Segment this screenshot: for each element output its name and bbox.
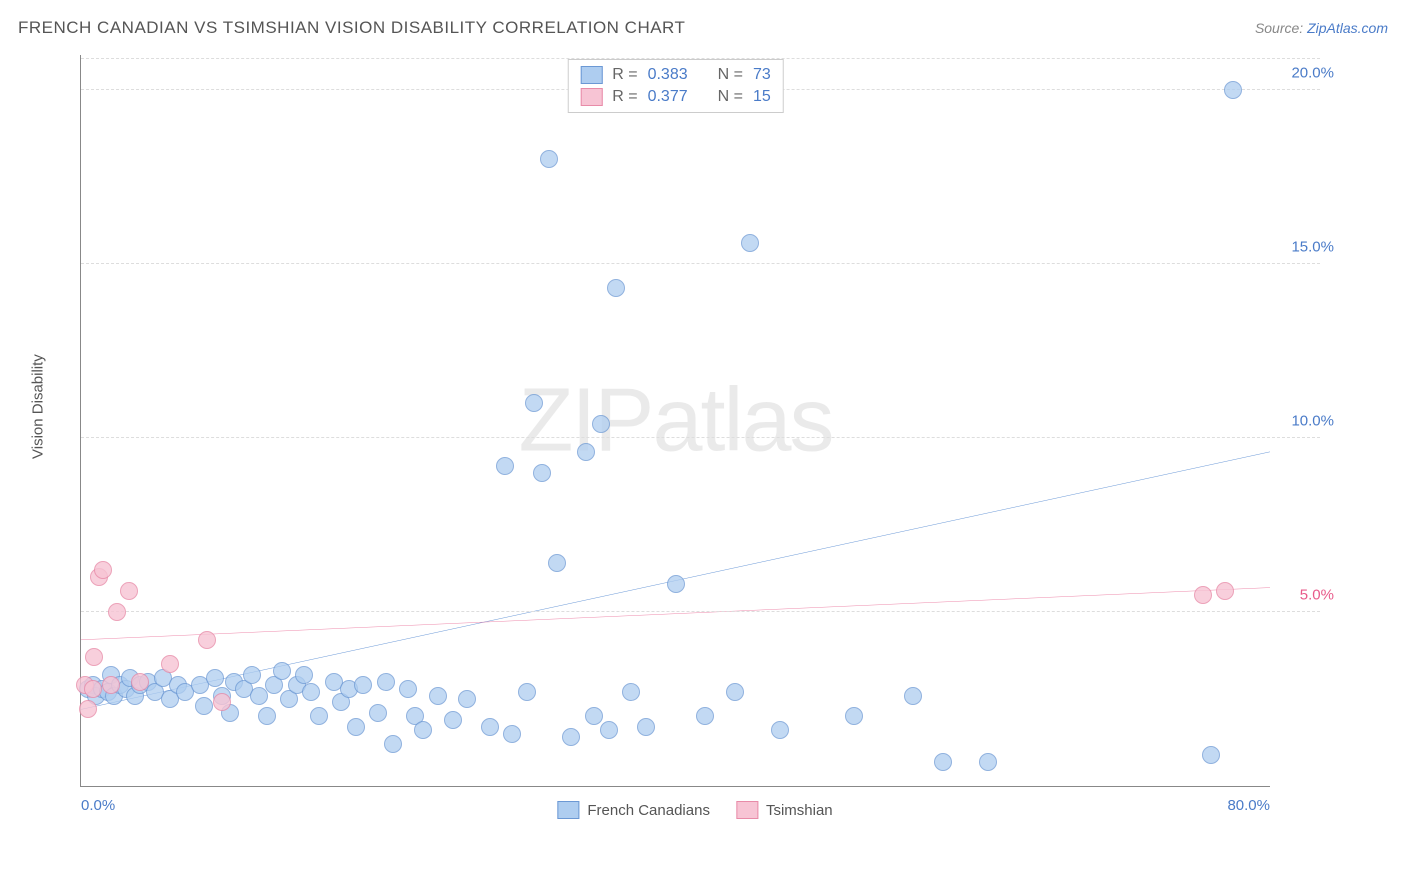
- data-point: [414, 721, 432, 739]
- data-point: [79, 700, 97, 718]
- source-prefix: Source:: [1255, 20, 1307, 36]
- y-tick-label: 15.0%: [1291, 238, 1334, 255]
- legend-row: R = 0.377 N = 15: [580, 86, 771, 108]
- data-point: [273, 662, 291, 680]
- data-point: [592, 415, 610, 433]
- data-point: [161, 655, 179, 673]
- data-point: [585, 707, 603, 725]
- legend-swatch: [580, 88, 602, 106]
- gridline: [81, 437, 1320, 438]
- data-point: [302, 683, 320, 701]
- data-point: [518, 683, 536, 701]
- data-point: [577, 443, 595, 461]
- r-label: R =: [612, 66, 637, 84]
- data-point: [108, 603, 126, 621]
- n-label: N =: [718, 88, 743, 106]
- data-point: [845, 707, 863, 725]
- data-point: [198, 631, 216, 649]
- n-value: 73: [753, 66, 771, 84]
- data-point: [496, 457, 514, 475]
- plot-region: ZIPatlas R =0.383N =73R =0.377N =15 5.0%…: [80, 55, 1270, 787]
- data-point: [540, 150, 558, 168]
- y-tick-label: 10.0%: [1291, 412, 1334, 429]
- legend-swatch: [580, 66, 602, 84]
- data-point: [310, 707, 328, 725]
- gridline: [81, 263, 1320, 264]
- data-point: [84, 680, 102, 698]
- data-point: [258, 707, 276, 725]
- data-point: [481, 718, 499, 736]
- data-point: [771, 721, 789, 739]
- y-tick-label: 5.0%: [1300, 586, 1334, 603]
- legend-swatch: [736, 801, 758, 819]
- data-point: [399, 680, 417, 698]
- series-legend-item: French Canadians: [557, 801, 710, 819]
- data-point: [525, 394, 543, 412]
- data-point: [904, 687, 922, 705]
- chart-title: FRENCH CANADIAN VS TSIMSHIAN VISION DISA…: [18, 18, 685, 38]
- data-point: [1224, 81, 1242, 99]
- data-point: [1194, 586, 1212, 604]
- data-point: [206, 669, 224, 687]
- chart-area: Vision Disability ZIPatlas R =0.383N =73…: [50, 55, 1340, 825]
- data-point: [213, 693, 231, 711]
- gridline: [81, 611, 1320, 612]
- data-point: [741, 234, 759, 252]
- data-point: [1216, 582, 1234, 600]
- data-point: [347, 718, 365, 736]
- data-point: [979, 753, 997, 771]
- r-value: 0.377: [648, 88, 688, 106]
- data-point: [354, 676, 372, 694]
- series-legend: French Canadians Tsimshian: [557, 801, 832, 819]
- data-point: [562, 728, 580, 746]
- r-label: R =: [612, 88, 637, 106]
- data-point: [726, 683, 744, 701]
- r-value: 0.383: [648, 66, 688, 84]
- data-point: [607, 279, 625, 297]
- series-label: Tsimshian: [766, 802, 833, 819]
- data-point: [637, 718, 655, 736]
- y-tick-label: 20.0%: [1291, 64, 1334, 81]
- data-point: [444, 711, 462, 729]
- data-point: [377, 673, 395, 691]
- data-point: [384, 735, 402, 753]
- series-label: French Canadians: [587, 802, 710, 819]
- y-axis-label: Vision Disability: [30, 354, 47, 459]
- data-point: [120, 582, 138, 600]
- legend-swatch: [557, 801, 579, 819]
- series-legend-item: Tsimshian: [736, 801, 833, 819]
- data-point: [548, 554, 566, 572]
- data-point: [131, 673, 149, 691]
- watermark-thin: atlas: [652, 370, 832, 470]
- data-point: [934, 753, 952, 771]
- data-point: [295, 666, 313, 684]
- correlation-legend: R = 0.383 N = 73 R = 0.377 N = 15: [567, 59, 784, 113]
- legend-row: R = 0.383 N = 73: [580, 64, 771, 86]
- watermark: ZIPatlas: [518, 369, 832, 472]
- data-point: [696, 707, 714, 725]
- data-point: [369, 704, 387, 722]
- data-point: [429, 687, 447, 705]
- n-label: N =: [718, 66, 743, 84]
- data-point: [458, 690, 476, 708]
- data-point: [85, 648, 103, 666]
- data-point: [667, 575, 685, 593]
- data-point: [243, 666, 261, 684]
- x-tick-label: 80.0%: [1227, 797, 1270, 814]
- data-point: [94, 561, 112, 579]
- chart-source: Source: ZipAtlas.com: [1255, 20, 1388, 36]
- x-tick-label: 0.0%: [81, 797, 115, 814]
- data-point: [102, 676, 120, 694]
- n-value: 15: [753, 88, 771, 106]
- data-point: [600, 721, 618, 739]
- data-point: [533, 464, 551, 482]
- data-point: [195, 697, 213, 715]
- trend-line: [81, 588, 1270, 640]
- source-link[interactable]: ZipAtlas.com: [1307, 20, 1388, 36]
- data-point: [1202, 746, 1220, 764]
- data-point: [503, 725, 521, 743]
- chart-header: FRENCH CANADIAN VS TSIMSHIAN VISION DISA…: [18, 18, 1388, 38]
- data-point: [622, 683, 640, 701]
